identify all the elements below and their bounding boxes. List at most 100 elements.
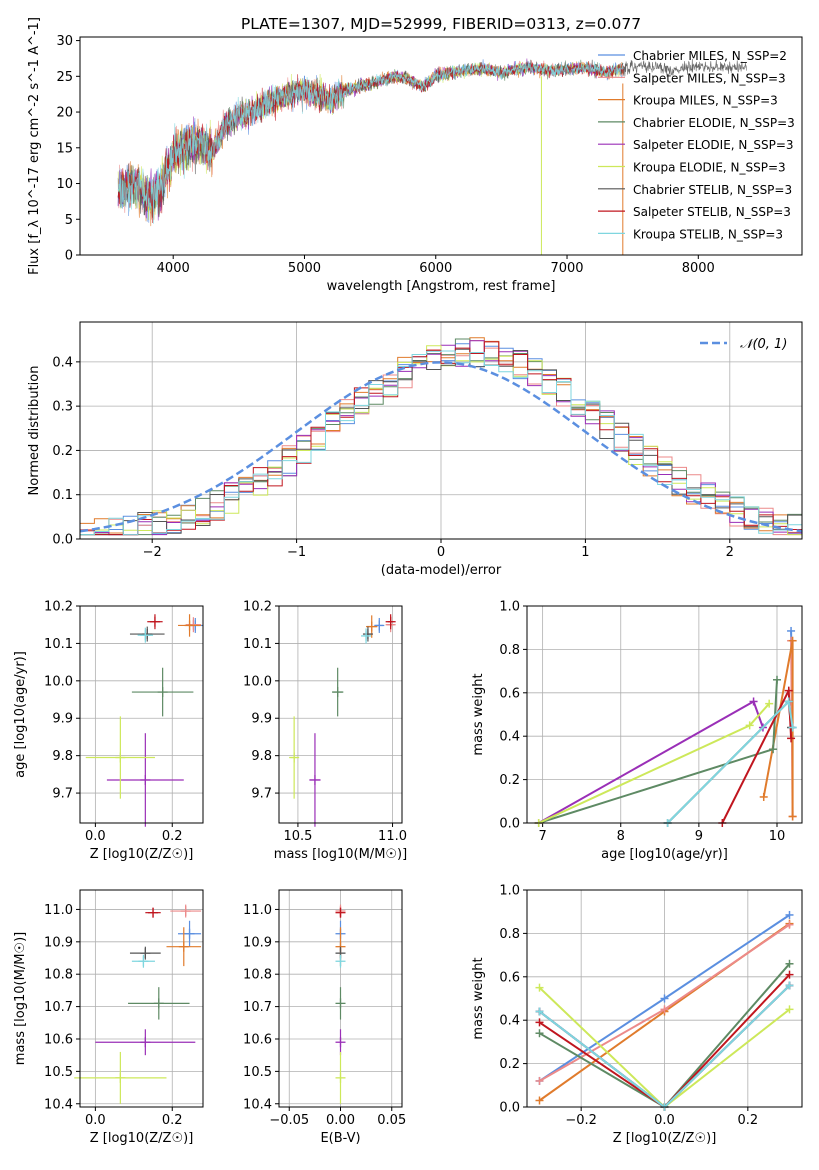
y-tick-label: 0.4	[499, 730, 520, 745]
legend-label: Chabrier STELIB, N_SSP=3	[633, 183, 792, 197]
y-tick-label: 11.0	[243, 903, 272, 918]
y-tick-label: 0.1	[52, 488, 73, 503]
y-axis-label: age [log10(age/yr)]	[13, 651, 28, 778]
age_vs_Z-axes	[76, 605, 203, 827]
x-tick-label: 0.2	[162, 829, 183, 844]
data-point	[129, 626, 165, 642]
histogram-series	[80, 348, 802, 536]
y-tick-label: 10	[56, 177, 73, 192]
y-tick-label: 10.2	[44, 600, 73, 615]
x-tick-label: 6000	[419, 261, 452, 276]
legend-label: Salpeter STELIB, N_SSP=3	[633, 205, 791, 219]
y-tick-label: 9.8	[251, 749, 272, 764]
y-tick-label: 0.8	[499, 643, 520, 658]
y-tick-label: 10.9	[243, 935, 272, 950]
y-tick-label: 9.9	[251, 712, 272, 727]
legend-label: Chabrier ELODIE, N_SSP=3	[633, 116, 795, 130]
y-tick-label: 10.1	[243, 637, 272, 652]
data-point	[331, 667, 344, 717]
x-tick-label: 8000	[682, 261, 715, 276]
spectrum-series	[117, 61, 624, 224]
y-axis-label: mass weight	[471, 957, 486, 1039]
y-tick-label: 10.9	[44, 935, 73, 950]
y-tick-label: 9.8	[52, 749, 73, 764]
x-tick-label: −0.2	[565, 1113, 597, 1128]
x-axis-label: (data-model)/error	[381, 563, 502, 578]
x-tick-label: 7000	[550, 261, 583, 276]
x-tick-label: 0.00	[326, 1113, 355, 1128]
x-tick-label: −0.05	[269, 1113, 309, 1128]
legend-label: Kroupa MILES, N_SSP=3	[633, 94, 778, 108]
x-tick-label: 0.2	[737, 1113, 758, 1128]
y-tick-label: 9.7	[251, 787, 272, 802]
x-tick-label: 8	[617, 829, 625, 844]
y-tick-label: 10.7	[44, 1000, 73, 1015]
x-tick-label: 7	[538, 829, 546, 844]
y-tick-label: 10.2	[243, 600, 272, 615]
y-tick-label: 0.3	[52, 400, 73, 415]
x-tick-label: 10.5	[283, 829, 312, 844]
y-tick-label: 0.0	[499, 1101, 520, 1116]
legend-label: 𝒩(0, 1)	[740, 337, 787, 352]
y-tick-label: 10.5	[243, 1065, 272, 1080]
y-tick-label: 25	[56, 70, 73, 85]
x-tick-label: 0	[437, 545, 445, 560]
x-tick-label: 5000	[288, 261, 321, 276]
age_vs_Z-frame	[79, 605, 204, 824]
y-tick-label: 0.6	[499, 970, 520, 985]
y-tick-label: 10.1	[44, 637, 73, 652]
data-point	[185, 617, 202, 633]
y-tick-label: 1.0	[499, 600, 520, 615]
x-tick-label: 0.05	[377, 1113, 406, 1128]
x-tick-label: 9	[695, 829, 703, 844]
x-tick-label: 4000	[157, 261, 190, 276]
x-tick-label: 0.0	[85, 1113, 106, 1128]
y-tick-label: 0.6	[499, 686, 520, 701]
y-tick-label: 10.6	[44, 1032, 73, 1047]
data-point	[335, 954, 346, 968]
residuals-frame	[79, 321, 803, 540]
data-point	[178, 920, 202, 947]
data-point	[385, 614, 396, 630]
y-tick-label: 0.4	[499, 1014, 520, 1029]
x-axis-label: Z [log10(Z/Z☉)]	[613, 1131, 717, 1146]
spectrum-axes	[76, 40, 699, 259]
data-point	[145, 907, 161, 918]
x-tick-label: −1	[287, 545, 306, 560]
x-axis-label: Z [log10(Z/Z☉)]	[90, 847, 194, 862]
x-tick-label: 0.0	[654, 1113, 675, 1128]
legend-label: Kroupa ELODIE, N_SSP=3	[633, 161, 786, 175]
y-tick-label: 15	[56, 141, 73, 156]
mass_vs_Z-frame	[79, 889, 204, 1108]
y-tick-label: 0.2	[499, 773, 520, 788]
y-tick-label: 20	[56, 106, 73, 121]
data-point	[309, 733, 321, 827]
y-tick-label: 10.4	[243, 1097, 272, 1112]
data-point	[106, 733, 184, 827]
x-tick-label: 0.0	[85, 829, 106, 844]
x-axis-label: age [log10(age/yr)]	[601, 847, 728, 862]
data-point	[374, 617, 385, 633]
y-tick-label: 0.8	[499, 927, 520, 942]
data-point	[137, 627, 154, 643]
y-tick-label: 10.8	[243, 968, 272, 983]
data-point	[361, 628, 372, 644]
x-axis-label: wavelength [Angstrom, rest frame]	[327, 279, 556, 294]
y-tick-label: 10.0	[44, 674, 73, 689]
x-tick-label: 2	[726, 545, 734, 560]
data-point	[129, 946, 161, 960]
legend-label: Kroupa STELIB, N_SSP=3	[633, 227, 783, 241]
data-point	[74, 1051, 167, 1104]
y-tick-label: 9.9	[52, 712, 73, 727]
y-axis-label: mass [log10(M/M☉)]	[13, 932, 28, 1065]
mass_vs_Z-axes	[76, 890, 203, 1111]
y-tick-label: 5	[65, 213, 73, 228]
y-tick-label: 30	[56, 34, 73, 49]
data-point	[335, 987, 346, 1020]
histogram-series	[80, 350, 802, 536]
weight_vs_age-axes	[523, 605, 802, 827]
y-tick-label: 0.4	[52, 355, 73, 370]
data-point	[147, 614, 163, 630]
y-tick-label: 0.2	[499, 1057, 520, 1072]
